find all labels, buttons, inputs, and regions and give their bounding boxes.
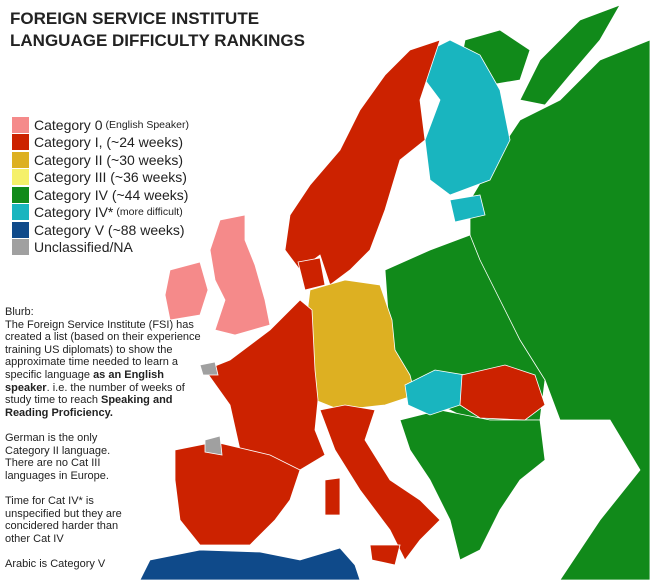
legend-item-cat4: Category IV (~44 weeks) <box>12 186 189 204</box>
region-arctic-island <box>519 4 621 106</box>
legend-label: Category II (~30 weeks) <box>34 151 184 168</box>
legend-item-cat0: Category 0 (English Speaker) <box>12 116 189 134</box>
region-sicily <box>369 544 401 566</box>
blurb-paragraph-1: The Foreign Service Institute (FSI) has … <box>5 319 210 420</box>
legend-label: Category IV* <box>34 204 114 221</box>
legend-swatch <box>12 116 29 133</box>
legend-note: (English Speaker) <box>105 118 189 131</box>
region-scandinavia <box>284 39 441 286</box>
region-denmark <box>297 257 326 291</box>
map-title: FOREIGN SERVICE INSTITUTE LANGUAGE DIFFI… <box>10 8 305 52</box>
region-finland <box>409 39 511 196</box>
legend-note: (more difficult) <box>116 206 183 219</box>
region-basque <box>204 435 223 456</box>
legend-label: Category IV (~44 weeks) <box>34 186 189 203</box>
region-estonia <box>449 194 486 223</box>
region-great-britain <box>209 214 271 336</box>
region-iberia <box>174 441 301 546</box>
legend-item-unclassified: Unclassified/NA <box>12 239 189 257</box>
blurb-paragraph-3: Time for Cat IV* is unspecified but they… <box>5 494 122 545</box>
blurb-bold: as an English speaker <box>5 368 164 394</box>
region-balkans <box>399 409 546 561</box>
region-ireland <box>164 261 209 321</box>
blurb-heading: Blurb: <box>5 306 34 318</box>
blurb-bold: Speaking and Reading Proficiency. <box>5 394 173 419</box>
legend-swatch <box>12 151 29 168</box>
legend-item-cat1: Category I, (~24 weeks) <box>12 134 189 152</box>
region-france <box>204 299 326 471</box>
legend-label: Category III (~36 weeks) <box>34 169 187 186</box>
blurb-text: The Foreign Service Institute (FSI) has … <box>5 318 201 381</box>
legend-swatch <box>12 186 29 203</box>
region-romania <box>459 364 546 421</box>
legend-swatch <box>12 204 29 221</box>
region-sardinia <box>324 477 341 516</box>
blurb-paragraph-2: German is the only Category II language.… <box>5 431 111 482</box>
title-line-2: LANGUAGE DIFFICULTY RANKINGS <box>10 31 305 50</box>
legend-item-cat5: Category V (~88 weeks) <box>12 221 189 239</box>
legend-swatch <box>12 134 29 151</box>
title-line-1: FOREIGN SERVICE INSTITUTE <box>10 9 260 28</box>
legend-label: Category V (~88 weeks) <box>34 221 185 238</box>
region-north-africa <box>139 547 361 580</box>
legend-swatch <box>12 169 29 186</box>
legend-swatch <box>12 221 29 238</box>
legend: Category 0 (English Speaker) Category I, … <box>12 116 189 256</box>
legend-swatch <box>12 239 29 256</box>
legend-label: Category 0 <box>34 116 103 133</box>
blurb: Blurb: The Foreign Service Institute (FS… <box>5 306 210 570</box>
region-brittany <box>199 361 219 376</box>
legend-label: Unclassified/NA <box>34 239 133 256</box>
blurb-text: . i.e. the number of weeks of study time… <box>5 381 185 407</box>
legend-label: Category I, (~24 weeks) <box>34 134 184 151</box>
legend-item-cat2: Category II (~30 weeks) <box>12 151 189 169</box>
blurb-paragraph-4: Arabic is Category V <box>5 557 106 570</box>
legend-item-cat4star: Category IV* (more difficult) <box>12 204 189 222</box>
region-italy <box>319 404 441 561</box>
legend-item-cat3: Category III (~36 weeks) <box>12 169 189 187</box>
